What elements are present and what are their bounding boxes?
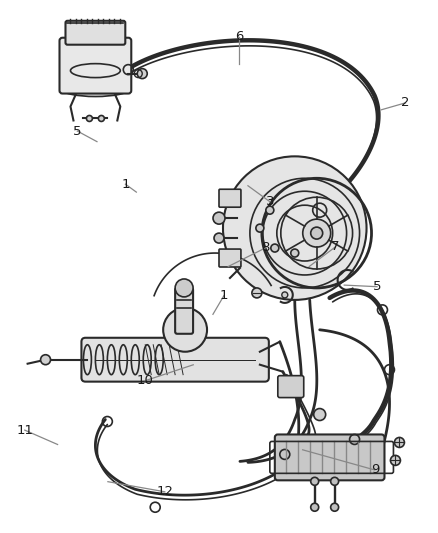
Text: 6: 6	[234, 30, 243, 44]
Circle shape	[98, 116, 104, 122]
Circle shape	[389, 455, 399, 465]
FancyBboxPatch shape	[65, 21, 125, 45]
Circle shape	[330, 503, 338, 511]
Text: 11: 11	[16, 424, 33, 437]
FancyBboxPatch shape	[274, 434, 384, 480]
Circle shape	[394, 438, 403, 447]
Circle shape	[212, 212, 224, 224]
Circle shape	[270, 244, 278, 252]
Text: 12: 12	[156, 485, 173, 498]
Text: 3: 3	[265, 195, 273, 208]
FancyBboxPatch shape	[175, 288, 193, 334]
FancyBboxPatch shape	[219, 189, 240, 207]
FancyBboxPatch shape	[277, 376, 303, 398]
Circle shape	[310, 227, 322, 239]
Text: 10: 10	[136, 374, 153, 387]
Circle shape	[281, 292, 287, 298]
FancyBboxPatch shape	[219, 249, 240, 267]
Circle shape	[310, 478, 318, 486]
Circle shape	[265, 206, 273, 214]
Text: 5: 5	[73, 125, 81, 138]
Circle shape	[290, 249, 298, 257]
Circle shape	[223, 156, 366, 300]
Text: 8: 8	[261, 241, 269, 254]
Text: 1: 1	[219, 289, 228, 302]
Text: 2: 2	[400, 96, 409, 109]
Text: 5: 5	[372, 280, 381, 293]
Circle shape	[313, 409, 325, 421]
Circle shape	[175, 279, 193, 297]
Circle shape	[163, 308, 207, 352]
FancyBboxPatch shape	[60, 38, 131, 94]
Ellipse shape	[60, 80, 130, 96]
Circle shape	[251, 288, 261, 298]
FancyBboxPatch shape	[81, 338, 268, 382]
Circle shape	[137, 69, 147, 78]
Circle shape	[302, 219, 330, 247]
Circle shape	[310, 503, 318, 511]
Circle shape	[40, 355, 50, 365]
Circle shape	[214, 233, 223, 243]
Text: 1: 1	[121, 177, 129, 191]
Text: 7: 7	[330, 240, 339, 253]
Circle shape	[86, 116, 92, 122]
Text: 9: 9	[370, 464, 378, 477]
Circle shape	[255, 224, 263, 232]
Circle shape	[330, 478, 338, 486]
